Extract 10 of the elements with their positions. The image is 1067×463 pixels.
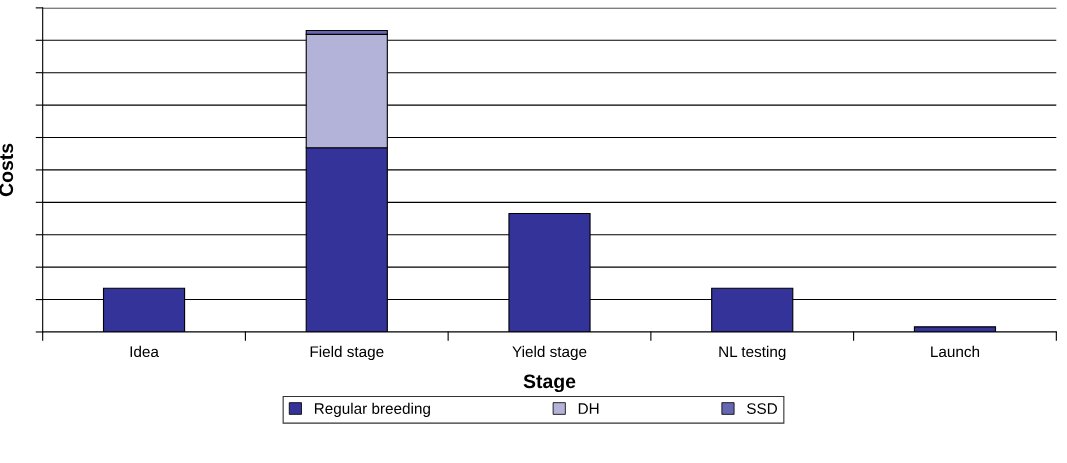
x-axis-title: Stage <box>523 374 576 393</box>
legend-label: SSD <box>747 403 777 414</box>
x-tick-label: NL testing <box>719 345 786 361</box>
x-tick-label: Launch <box>931 345 980 358</box>
x-tick-label: Yield stage <box>512 345 587 361</box>
legend-label: Regular breeding <box>314 402 430 417</box>
x-tick-label: Field stage <box>310 345 384 361</box>
y-axis-title: Costs <box>0 143 14 197</box>
x-tick-label: Idea <box>130 345 159 358</box>
legend-label: DH <box>578 403 599 414</box>
